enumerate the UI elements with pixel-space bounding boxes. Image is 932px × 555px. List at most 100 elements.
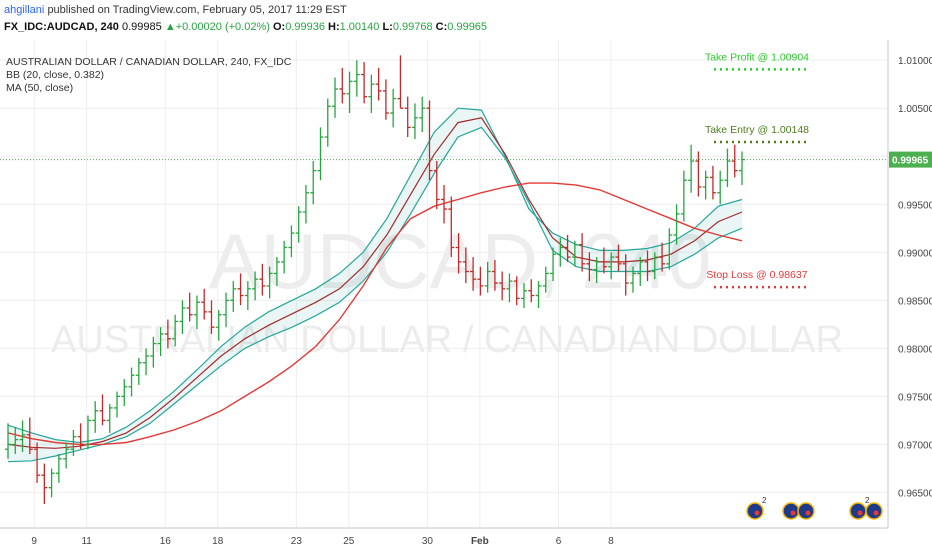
ohlc-bar <box>520 283 527 309</box>
ohlc-bar <box>244 281 251 310</box>
ohlc-bar <box>19 420 26 453</box>
annotation-label: Take Entry @ 1.00148 <box>705 124 809 136</box>
ohlc-bar <box>273 257 280 286</box>
price-tick-label: 0.96500 <box>898 488 932 499</box>
ohlc-bar <box>63 442 70 469</box>
ohlc-bar <box>150 336 157 368</box>
event-flag-circle <box>797 502 815 520</box>
time-tick-label: 8 <box>608 536 614 547</box>
ca-flag-event-icon <box>797 502 815 520</box>
ohlc-bar <box>419 96 426 133</box>
chart-area[interactable]: AUDCAD, 240 AUSTRALIAN DOLLAR / CANADIAN… <box>0 40 932 550</box>
ohlc-bar <box>230 281 237 312</box>
au-flag-event-icon <box>782 502 800 520</box>
ohlc-bar <box>600 247 607 274</box>
time-tick-label: 16 <box>160 536 172 547</box>
event-count: 2 <box>762 496 767 505</box>
ohlc-bar <box>731 144 738 178</box>
ohlc-bar <box>368 74 375 114</box>
publish-text: published on TradingView.com, February 0… <box>47 4 347 16</box>
ohlc-bar <box>288 225 295 258</box>
ohlc-bar <box>659 242 666 272</box>
grid-lines <box>0 40 888 528</box>
price-tick-label: 0.98500 <box>898 296 932 307</box>
watermark-name: AUSTRALIAN DOLLAR / CANADIAN DOLLAR <box>51 319 843 361</box>
event-count: 2 <box>865 496 870 505</box>
ohlc-bar <box>499 271 506 301</box>
price-chart[interactable]: AUDCAD, 240 AUSTRALIAN DOLLAR / CANADIAN… <box>0 40 932 550</box>
event-flag-mark <box>857 510 863 516</box>
ohlc-bar <box>535 281 542 309</box>
ohlc-bar <box>48 468 55 498</box>
ohlc-bar <box>579 233 586 272</box>
ohlc-bar <box>397 55 404 109</box>
ohlc-bar <box>528 279 535 303</box>
ohlc-bar <box>84 415 91 450</box>
ohlc-bar <box>404 96 411 138</box>
ohlc-bar <box>622 254 629 296</box>
close-value: 0.99965 <box>447 21 488 33</box>
ohlc-bar <box>34 442 41 483</box>
author-link[interactable]: ahgillani <box>4 4 45 16</box>
ohlc-bar <box>12 427 19 455</box>
open-value: 0.99936 <box>285 21 325 33</box>
trade-annotations: Take Profit @ 1.00904 Take Entry @ 1.0014… <box>705 51 809 289</box>
ohlc-bar <box>666 228 673 270</box>
ohlc-bar <box>477 266 484 296</box>
au-flag-event-icon: 2 <box>746 496 767 520</box>
ohlc-bar <box>411 103 418 139</box>
ohlc-bar <box>513 276 520 306</box>
ohlc-bar <box>441 185 448 224</box>
time-axis[interactable]: 9 11 16 18 23 25 30 Feb 6 8 <box>31 536 614 547</box>
ma-line <box>7 182 743 446</box>
time-tick-label: Feb <box>471 536 489 547</box>
ohlc-bar <box>70 430 77 456</box>
last-price: 0.99985 <box>121 21 162 33</box>
price-tag-label: 0.99965 <box>892 156 929 167</box>
ohlc-bar <box>259 263 266 296</box>
ohlc-bar <box>361 62 368 104</box>
symbol-quote: FX_IDC:AUDCAD, 240 0.99985 ▲+0.00020 (+0… <box>4 21 487 33</box>
low-label: L: <box>382 21 393 33</box>
ohlc-bar <box>310 161 317 205</box>
ohlc-bar <box>208 300 215 334</box>
price-tick-label: 0.97000 <box>898 440 932 451</box>
legend-ma: MA (50, close) <box>6 82 73 94</box>
ohlc-bar <box>332 77 339 118</box>
ohlc-bar <box>506 273 513 303</box>
legend: AUSTRALIAN DOLLAR / CANADIAN DOLLAR, 240… <box>6 56 292 94</box>
ohlc-bar <box>564 235 571 262</box>
price-tick-label: 0.99500 <box>898 200 932 211</box>
ohlc-bar <box>702 170 709 200</box>
price-tick-label: 0.97500 <box>898 392 932 403</box>
ohlc-bar <box>375 67 382 101</box>
chart-background <box>0 40 932 550</box>
ohlc-bar <box>491 259 498 291</box>
time-tick-label: 30 <box>422 536 434 547</box>
ohlc-bar <box>26 417 33 455</box>
ohlc-bar <box>77 423 84 450</box>
ohlc-bar <box>295 206 302 243</box>
ohlc-bar <box>550 247 557 282</box>
event-flag-mark <box>790 510 796 516</box>
event-flag-circle <box>865 502 883 520</box>
ohlc-bar <box>5 423 11 459</box>
ohlc-bar <box>55 454 62 483</box>
ohlc-bar <box>629 266 636 293</box>
annotation-label: Stop Loss @ 0.98637 <box>706 269 807 281</box>
ohlc-bar <box>673 204 680 245</box>
chart-header: ahgillani published on TradingView.com, … <box>0 0 932 40</box>
event-flag-circle <box>782 502 800 520</box>
ohlc-bar <box>252 271 259 301</box>
ohlc-bar <box>106 404 113 433</box>
ohlc-bar <box>484 261 491 293</box>
ohlc-bar <box>172 314 179 347</box>
time-tick-label: 23 <box>291 536 303 547</box>
ohlc-bar <box>157 327 164 357</box>
ohlc-bar <box>615 244 622 272</box>
bb-basis-line <box>7 117 743 449</box>
ohlc-bar <box>99 394 106 426</box>
annotation-label: Take Profit @ 1.00904 <box>705 51 809 63</box>
high-value: 1.00140 <box>339 21 380 33</box>
